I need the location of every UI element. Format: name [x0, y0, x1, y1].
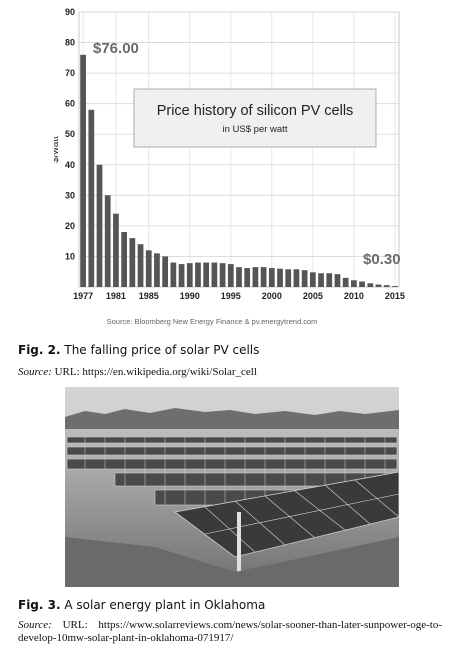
price-history-chart: 10 20 30 40 50 60 70 80 90 1977 1981 1985 1990 1995 20…	[54, 4, 414, 332]
price-bar	[88, 109, 95, 288]
figure3-caption: Fig. 3. A solar energy plant in Oklahoma	[18, 598, 265, 613]
x-tick-label: 2000	[262, 291, 282, 301]
y-tick-label: 20	[65, 221, 75, 231]
y-tick-label: 30	[65, 190, 75, 200]
y-tick-label: 60	[65, 99, 75, 109]
price-bar	[219, 263, 226, 287]
price-bar	[293, 269, 300, 287]
price-bar	[252, 267, 259, 287]
y-tick-label: 80	[65, 38, 75, 48]
figure2-caption: Fig. 2. The falling price of solar PV ce…	[18, 343, 259, 358]
figure2-source: Source: URL: https://en.wikipedia.org/wi…	[18, 366, 257, 379]
price-bar	[211, 262, 218, 287]
annotation-start-price: $76.00	[93, 40, 139, 57]
price-bar	[80, 54, 86, 288]
title-box	[133, 88, 377, 148]
figure3-caption-text: A solar energy plant in Oklahoma	[64, 598, 266, 612]
figure2-caption-label: Fig. 2.	[18, 343, 61, 357]
x-tick-label: 1985	[139, 291, 159, 301]
figure2-source-text: URL: https://en.wikipedia.org/wiki/Solar…	[54, 366, 257, 378]
price-bar	[359, 281, 365, 287]
figure2-caption-text: The falling price of solar PV cells	[64, 343, 260, 357]
price-bar	[129, 238, 136, 287]
price-bar	[145, 250, 152, 287]
price-bar	[375, 284, 382, 287]
y-tick-label: 70	[65, 68, 75, 78]
x-tick-label: 1995	[221, 291, 241, 301]
price-bar	[334, 274, 341, 287]
chart-svg: 10 20 30 40 50 60 70 80 90 1977 1981 1985 1990 1995 20…	[54, 7, 405, 326]
price-bar	[113, 213, 119, 287]
x-tick-label: 2005	[303, 291, 323, 301]
figure3-source-text: URL: https://www.solarreviews.com/news/s…	[18, 619, 443, 644]
figure2-source-label: Source:	[18, 366, 52, 378]
figure3-source-label: Source:	[18, 619, 52, 631]
y-tick-label: 50	[65, 129, 75, 139]
price-bar	[318, 273, 324, 287]
price-bar	[277, 268, 283, 287]
price-bar	[195, 262, 201, 287]
y-tick-label: 90	[65, 7, 75, 17]
chart-subtitle: in US$ per watt	[223, 124, 288, 135]
price-bar	[301, 270, 308, 287]
price-bar	[121, 232, 127, 287]
price-bar	[203, 262, 210, 287]
price-bar	[392, 286, 398, 287]
x-tick-label: 1981	[106, 291, 126, 301]
price-bar	[244, 268, 251, 287]
price-bar	[268, 268, 275, 287]
x-tick-label: 1990	[180, 291, 200, 301]
annotation-end-price: $0.30	[363, 251, 401, 268]
price-bar	[351, 280, 357, 287]
price-bar	[162, 256, 169, 287]
price-bar	[186, 263, 193, 287]
price-bar	[309, 272, 316, 287]
chart-title: Price history of silicon PV cells	[157, 103, 354, 119]
price-bar	[137, 244, 144, 287]
y-tick-label: 10	[65, 251, 75, 261]
price-bar	[367, 283, 374, 287]
price-bar	[170, 262, 177, 287]
price-bar	[285, 269, 292, 287]
price-bar	[342, 277, 349, 287]
x-tick-label: 1977	[73, 291, 93, 301]
price-bar	[236, 267, 242, 287]
solar-plant-photo	[65, 387, 399, 587]
price-bar	[383, 285, 390, 287]
x-tick-label: 2015	[385, 291, 405, 301]
figure3-caption-label: Fig. 3.	[18, 598, 61, 612]
figure3-source: Source: URL: https://www.solarreviews.co…	[18, 619, 442, 645]
price-bar	[227, 264, 234, 287]
y-tick-label: 40	[65, 160, 75, 170]
price-bar	[178, 264, 185, 287]
price-bar	[154, 253, 160, 287]
chart-source: Source: Bloomberg New Energy Finance & p…	[107, 317, 318, 326]
price-bar	[326, 273, 333, 287]
y-axis-label: $/watt	[54, 136, 61, 163]
price-bar	[260, 267, 267, 287]
price-bar	[104, 195, 111, 287]
price-bar	[96, 164, 103, 287]
x-tick-label: 2010	[344, 291, 364, 301]
